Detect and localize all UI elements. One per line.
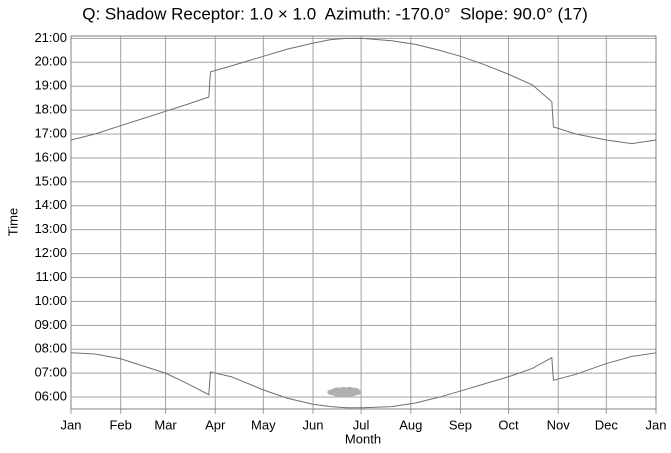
- y-tick-label: 11:00: [35, 269, 67, 284]
- x-tick-label: Jan: [61, 417, 82, 432]
- y-tick-label: 09:00: [34, 317, 67, 332]
- chart-title: Q: Shadow Receptor: 1.0 × 1.0 Azimuth: -…: [82, 4, 587, 23]
- x-tick-label: Jul: [353, 417, 370, 432]
- y-tick-label: 20:00: [34, 54, 67, 69]
- y-axis-label: Time: [5, 208, 20, 236]
- y-tick-label: 15:00: [34, 173, 67, 188]
- plot-frame: [70, 35, 657, 410]
- y-tick-label: 17:00: [34, 125, 67, 140]
- y-tick-label: 08:00: [34, 341, 67, 356]
- y-tick-label: 21:00: [34, 30, 67, 45]
- x-tick-label: Jun: [303, 417, 324, 432]
- x-tick-label: May: [251, 417, 276, 432]
- x-tick-label: Apr: [205, 417, 226, 432]
- x-tick-label: Aug: [399, 417, 422, 432]
- x-tick-label: Dec: [595, 417, 619, 432]
- y-tick-label: 06:00: [34, 388, 67, 403]
- line-series: [70, 352, 657, 409]
- shadow-point: [349, 387, 360, 394]
- y-tick-label: 16:00: [34, 149, 67, 164]
- line-series: [70, 37, 657, 145]
- x-tick-label: Oct: [498, 417, 519, 432]
- x-tick-label: Mar: [154, 417, 177, 432]
- y-tick-label: 14:00: [34, 197, 67, 212]
- x-axis-label: Month: [345, 431, 381, 446]
- x-tick-label: Jan: [646, 417, 667, 432]
- y-tick-label: 18:00: [34, 102, 67, 117]
- y-tick-label: 10:00: [34, 293, 67, 308]
- x-tick-label: Feb: [109, 417, 131, 432]
- x-tick-label: Sep: [449, 417, 472, 432]
- y-tick-label: 13:00: [34, 221, 67, 236]
- y-tick-label: 19:00: [34, 78, 67, 93]
- y-tick-label: 07:00: [34, 365, 67, 380]
- y-tick-label: 12:00: [34, 245, 67, 260]
- x-tick-label: Nov: [547, 417, 571, 432]
